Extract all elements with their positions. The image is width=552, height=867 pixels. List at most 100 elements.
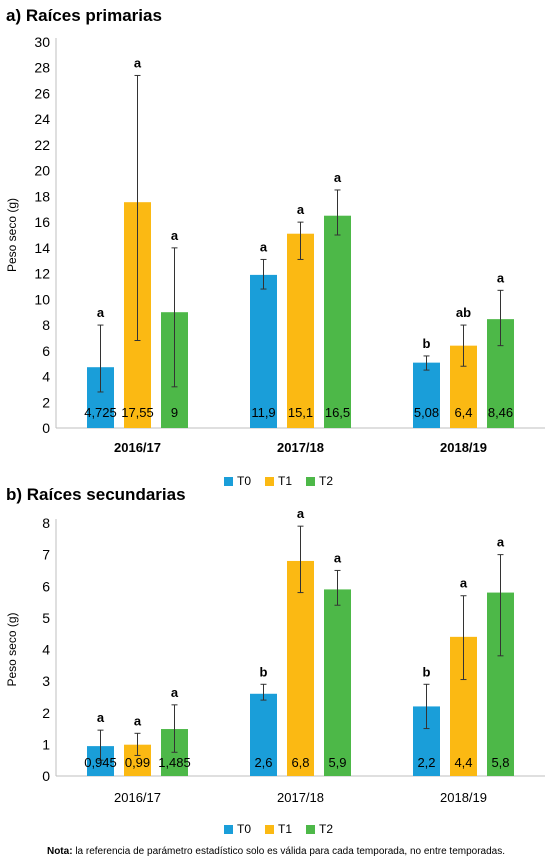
significance-letter: a bbox=[134, 713, 142, 728]
significance-letter: a bbox=[297, 506, 305, 521]
y-tick-label: 12 bbox=[34, 266, 50, 282]
y-tick-label: 26 bbox=[34, 85, 50, 101]
bar-t0-1 bbox=[250, 693, 277, 776]
bar-t0-2 bbox=[413, 362, 440, 428]
y-tick-label: 16 bbox=[34, 214, 50, 230]
y-tick-label: 3 bbox=[42, 673, 50, 689]
data-label: 15,1 bbox=[288, 405, 313, 420]
x-tick-label: 2016/17 bbox=[114, 440, 161, 455]
legend-swatch bbox=[306, 476, 316, 486]
legend-item-t1: T1 bbox=[265, 474, 292, 488]
data-label: 8,46 bbox=[488, 405, 513, 420]
data-label: 6,4 bbox=[454, 405, 472, 420]
y-tick-label: 20 bbox=[34, 163, 50, 179]
chart-a-title: a) Raíces primarias bbox=[6, 6, 162, 25]
data-label: 4,4 bbox=[454, 755, 472, 770]
y-tick-label: 4 bbox=[42, 642, 50, 658]
y-tick-label: 7 bbox=[42, 547, 50, 563]
y-tick-label: 8 bbox=[42, 515, 50, 531]
bar-t2-0 bbox=[161, 729, 188, 776]
y-tick-label: 5 bbox=[42, 610, 50, 626]
legend-swatch bbox=[224, 476, 233, 486]
significance-letter: b bbox=[260, 664, 268, 679]
legend-label: T1 bbox=[278, 474, 293, 488]
significance-letter: a bbox=[171, 228, 179, 243]
bar-t1-1 bbox=[287, 233, 314, 428]
significance-letter: a bbox=[460, 576, 468, 591]
chart-a-legend: T0 T1 T2 bbox=[224, 474, 333, 488]
legend-item-t2: T2 bbox=[306, 822, 333, 836]
legend-label: T1 bbox=[278, 822, 293, 836]
bar-t2-1 bbox=[324, 215, 351, 428]
legend-item-t1: T1 bbox=[265, 822, 292, 836]
bar-t0-1 bbox=[250, 274, 277, 428]
data-label: 16,5 bbox=[325, 405, 350, 420]
bar-t1-1 bbox=[287, 560, 314, 776]
y-tick-label: 22 bbox=[34, 137, 50, 153]
significance-letter: b bbox=[423, 336, 431, 351]
footnote: Nota: la referencia de parámetro estadís… bbox=[0, 846, 552, 857]
bar-t2-1 bbox=[324, 589, 351, 776]
x-tick-label: 2018/19 bbox=[440, 440, 487, 455]
legend-label: T0 bbox=[237, 822, 252, 836]
significance-letter: a bbox=[171, 685, 179, 700]
data-label: 5,8 bbox=[491, 755, 509, 770]
significance-letter: a bbox=[134, 55, 142, 70]
significance-letter: b bbox=[423, 664, 431, 679]
y-tick-label: 2 bbox=[42, 394, 50, 410]
data-label: 11,9 bbox=[251, 405, 275, 420]
significance-letter: ab bbox=[456, 305, 471, 320]
data-label: 2,2 bbox=[417, 755, 435, 770]
bar-t1-0 bbox=[124, 744, 151, 776]
y-axis-label: Peso seco (g) bbox=[5, 198, 19, 272]
bar-t0-2 bbox=[413, 706, 440, 776]
legend-item-t0: T0 bbox=[224, 474, 251, 488]
legend-swatch bbox=[265, 476, 275, 486]
y-tick-label: 24 bbox=[34, 111, 50, 127]
y-tick-label: 0 bbox=[42, 768, 50, 784]
x-tick-label: 2017/18 bbox=[277, 790, 324, 805]
legend-label: T0 bbox=[237, 474, 252, 488]
data-label: 17,55 bbox=[121, 405, 154, 420]
y-tick-label: 14 bbox=[34, 240, 50, 256]
y-tick-label: 0 bbox=[42, 420, 50, 436]
significance-letter: a bbox=[334, 170, 342, 185]
legend-label: T2 bbox=[319, 474, 334, 488]
y-tick-label: 18 bbox=[34, 188, 50, 204]
data-label: 2,6 bbox=[254, 755, 272, 770]
legend-swatch bbox=[306, 824, 316, 834]
significance-letter: a bbox=[97, 710, 105, 725]
legend-swatch bbox=[224, 824, 233, 834]
x-tick-label: 2017/18 bbox=[277, 440, 324, 455]
legend-item-t2: T2 bbox=[306, 474, 333, 488]
significance-letter: a bbox=[97, 305, 105, 320]
significance-letter: a bbox=[297, 202, 305, 217]
legend-label: T2 bbox=[319, 822, 334, 836]
data-label: 0,945 bbox=[84, 755, 117, 770]
data-label: 1,485 bbox=[158, 755, 191, 770]
y-tick-label: 30 bbox=[34, 34, 50, 50]
bar-t2-2 bbox=[487, 592, 514, 776]
footnote-text: la referencia de parámetro estadístico s… bbox=[75, 846, 506, 857]
y-tick-label: 8 bbox=[42, 317, 50, 333]
y-tick-label: 2 bbox=[42, 705, 50, 721]
bar-t0-0 bbox=[87, 746, 114, 776]
data-label: 5,9 bbox=[328, 755, 346, 770]
bar-t1-2 bbox=[450, 636, 477, 776]
data-label: 4,725 bbox=[84, 405, 117, 420]
significance-letter: a bbox=[334, 550, 342, 565]
data-label: 9 bbox=[171, 405, 178, 420]
x-tick-label: 2018/19 bbox=[440, 790, 487, 805]
significance-letter: a bbox=[497, 535, 505, 550]
significance-letter: a bbox=[497, 270, 505, 285]
y-tick-label: 28 bbox=[34, 60, 50, 76]
y-tick-label: 6 bbox=[42, 578, 50, 594]
y-axis-label: Peso seco (g) bbox=[5, 612, 19, 686]
footnote-label: Nota: bbox=[46, 846, 73, 857]
data-label: 5,08 bbox=[414, 405, 439, 420]
data-label: 6,8 bbox=[291, 755, 309, 770]
y-tick-label: 6 bbox=[42, 343, 50, 359]
y-tick-label: 4 bbox=[42, 369, 50, 385]
legend-item-t0: T0 bbox=[224, 822, 251, 836]
